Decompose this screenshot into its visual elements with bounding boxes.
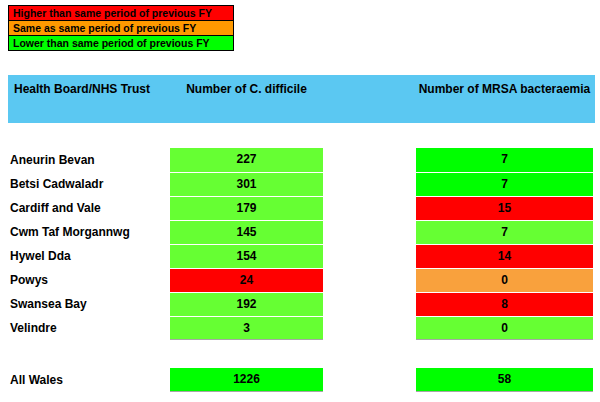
trust-name: Velindre [10, 316, 57, 340]
cdiff-cell: 301 [170, 172, 323, 196]
table-row: Velindre 3 0 [0, 316, 600, 340]
cdiff-cell: 179 [170, 196, 323, 220]
legend-item: Lower than same period of previous FY [8, 35, 234, 51]
table-row: Powys 24 0 [0, 268, 600, 292]
table-row: Cardiff and Vale 179 15 [0, 196, 600, 220]
table-header: Health Board/NHS Trust Number of C. diff… [8, 75, 595, 123]
header-mrsa-column: Number of MRSA bacteraemia [416, 82, 593, 96]
mrsa-cell: 7 [416, 148, 593, 172]
table-row: Betsi Cadwaladr 301 7 [0, 172, 600, 196]
table-row: Hywel Dda 154 14 [0, 244, 600, 268]
mrsa-cell: 15 [416, 196, 593, 220]
mrsa-cell: 8 [416, 292, 593, 316]
infection-report-page: Higher than same period of previous FYSa… [0, 0, 600, 402]
table-row: Aneurin Bevan 227 7 [0, 148, 600, 172]
mrsa-cell: 7 [416, 172, 593, 196]
legend-item: Same as same period of previous FY [8, 20, 234, 36]
cdiff-cell: 154 [170, 244, 323, 268]
trust-name: Aneurin Bevan [10, 148, 95, 172]
total-row: All Wales 1226 58 [0, 368, 600, 392]
mrsa-cell: 58 [416, 368, 593, 392]
table-row: Swansea Bay 192 8 [0, 292, 600, 316]
mrsa-cell: 14 [416, 244, 593, 268]
cdiff-cell: 192 [170, 292, 323, 316]
legend-item: Higher than same period of previous FY [8, 5, 234, 21]
cdiff-cell: 227 [170, 148, 323, 172]
status-legend: Higher than same period of previous FYSa… [8, 5, 234, 51]
trust-name: All Wales [10, 368, 63, 392]
trust-name: Betsi Cadwaladr [10, 172, 103, 196]
cdiff-cell: 1226 [170, 368, 323, 392]
table-row: Cwm Taf Morgannwg 145 7 [0, 220, 600, 244]
cdiff-cell: 3 [170, 316, 323, 340]
header-trust-column: Health Board/NHS Trust [14, 82, 150, 96]
trust-name: Swansea Bay [10, 292, 87, 316]
mrsa-cell: 0 [416, 268, 593, 292]
mrsa-cell: 7 [416, 220, 593, 244]
trust-name: Powys [10, 268, 48, 292]
cdiff-cell: 145 [170, 220, 323, 244]
header-cdiff-column: Number of C. difficile [170, 82, 323, 96]
trust-name: Cardiff and Vale [10, 196, 101, 220]
trust-name: Hywel Dda [10, 244, 71, 268]
cdiff-cell: 24 [170, 268, 323, 292]
mrsa-cell: 0 [416, 316, 593, 340]
trust-name: Cwm Taf Morgannwg [10, 220, 130, 244]
